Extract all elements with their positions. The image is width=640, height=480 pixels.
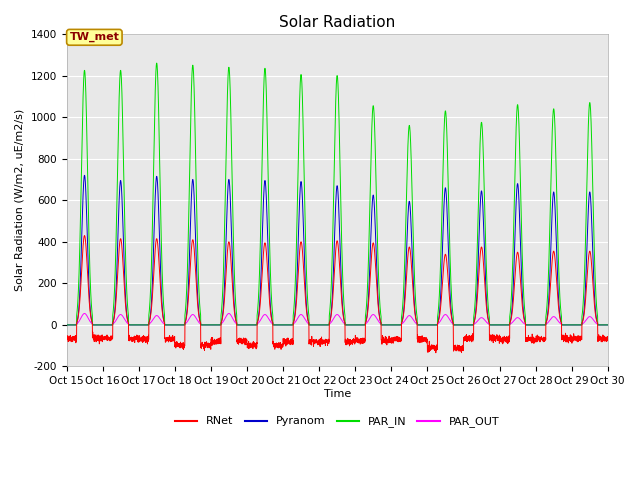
Title: Solar Radiation: Solar Radiation xyxy=(279,15,396,30)
Legend: RNet, Pyranom, PAR_IN, PAR_OUT: RNet, Pyranom, PAR_IN, PAR_OUT xyxy=(171,412,504,432)
Text: TW_met: TW_met xyxy=(69,32,119,42)
Y-axis label: Solar Radiation (W/m2, uE/m2/s): Solar Radiation (W/m2, uE/m2/s) xyxy=(15,109,25,291)
X-axis label: Time: Time xyxy=(323,389,351,399)
